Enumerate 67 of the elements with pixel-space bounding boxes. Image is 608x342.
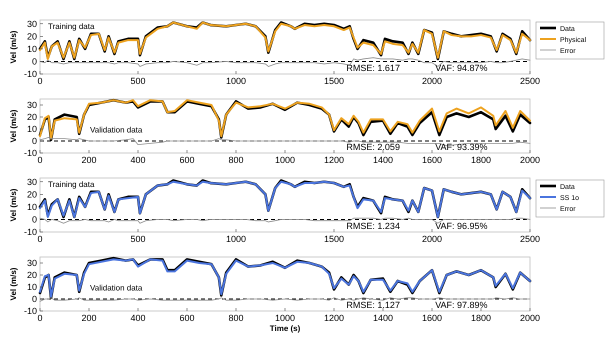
x-tick-label: 1800 bbox=[470, 313, 492, 323]
annotation: VAF: 97.89% bbox=[435, 300, 488, 310]
y-tick-label: 30 bbox=[26, 100, 37, 110]
annotation: Validation data bbox=[90, 284, 143, 293]
y-axis-title: Vel (m/s) bbox=[9, 109, 18, 142]
x-tick-label: 1000 bbox=[274, 155, 296, 165]
x-tick-label: 200 bbox=[81, 313, 97, 323]
y-tick-label: -10 bbox=[24, 306, 37, 316]
y-tick-label: 0 bbox=[32, 214, 37, 224]
x-tick-label: 600 bbox=[179, 313, 195, 323]
annotation: VAF: 96.95% bbox=[435, 221, 488, 231]
x-tick-label: 500 bbox=[130, 76, 146, 86]
y-tick-label: 10 bbox=[26, 282, 37, 292]
y-tick-label: -10 bbox=[24, 227, 37, 237]
x-tick-label: 800 bbox=[228, 313, 244, 323]
x-tick-label: 2000 bbox=[422, 234, 442, 244]
x-tick-label: 1600 bbox=[422, 313, 442, 323]
x-tick-label: 2000 bbox=[422, 76, 442, 86]
y-tick-label: 10 bbox=[26, 44, 37, 54]
y-tick-label: 0 bbox=[32, 136, 37, 146]
y-tick-label: 0 bbox=[32, 56, 37, 66]
y-tick-label: 30 bbox=[26, 176, 37, 187]
y-tick-label: 20 bbox=[26, 31, 37, 42]
x-tick-label: 2000 bbox=[520, 313, 540, 323]
x-tick-label: 1400 bbox=[372, 313, 394, 323]
x-tick-label: 1000 bbox=[226, 76, 246, 86]
x-tick-label: 500 bbox=[130, 234, 146, 244]
x-tick-label: 1500 bbox=[324, 234, 344, 244]
x-tick-label: 600 bbox=[179, 155, 195, 165]
annotation: VAF: 94.87% bbox=[435, 63, 488, 73]
y-tick-label: 10 bbox=[26, 124, 37, 134]
x-tick-label: 800 bbox=[228, 155, 244, 165]
x-tick-label: 1500 bbox=[324, 76, 344, 86]
x-tick-label: 2500 bbox=[520, 76, 540, 86]
y-tick-label: 10 bbox=[26, 202, 37, 212]
x-tick-label: 400 bbox=[130, 313, 146, 323]
annotation: RMSE: 1.127 bbox=[346, 300, 400, 310]
y-tick-label: 20 bbox=[26, 270, 37, 280]
y-axis-title: Vel (m/s) bbox=[9, 30, 18, 64]
annotation: Validation data bbox=[90, 126, 143, 135]
x-tick-label: 1000 bbox=[226, 234, 246, 244]
annotation: VAF: 93.39% bbox=[435, 142, 488, 152]
x-tick-label: 1800 bbox=[470, 155, 492, 165]
x-tick-label: 1200 bbox=[324, 313, 344, 323]
x-tick-label: 400 bbox=[130, 155, 146, 165]
y-tick-label: 30 bbox=[26, 258, 37, 268]
y-tick-label: 0 bbox=[32, 294, 37, 304]
y-tick-label: 30 bbox=[26, 18, 37, 29]
y-tick-label: -10 bbox=[24, 69, 37, 79]
x-tick-label: 200 bbox=[81, 155, 97, 165]
annotation: RMSE: 1.234 bbox=[346, 221, 400, 231]
x-tick-label: 1400 bbox=[372, 155, 394, 165]
y-tick-label: -10 bbox=[24, 148, 37, 158]
annotation: Training data bbox=[48, 22, 95, 31]
x-tick-label: 1600 bbox=[422, 155, 442, 165]
y-axis-title: Vel (m/s) bbox=[9, 267, 18, 300]
x-tick-label: 1200 bbox=[324, 155, 344, 165]
annotation: Training data bbox=[48, 180, 95, 189]
x-tick-label: 2500 bbox=[520, 234, 540, 244]
y-tick-label: 20 bbox=[26, 189, 37, 200]
y-tick-label: 20 bbox=[26, 112, 37, 122]
x-axis-title: Time (s) bbox=[270, 324, 301, 333]
x-tick-label: 1000 bbox=[274, 313, 296, 323]
annotation: RMSE: 2.059 bbox=[346, 142, 400, 152]
x-tick-label: 2000 bbox=[520, 155, 540, 165]
annotation: RMSE: 1.617 bbox=[346, 63, 400, 73]
y-axis-title: Vel (m/s) bbox=[9, 188, 18, 222]
